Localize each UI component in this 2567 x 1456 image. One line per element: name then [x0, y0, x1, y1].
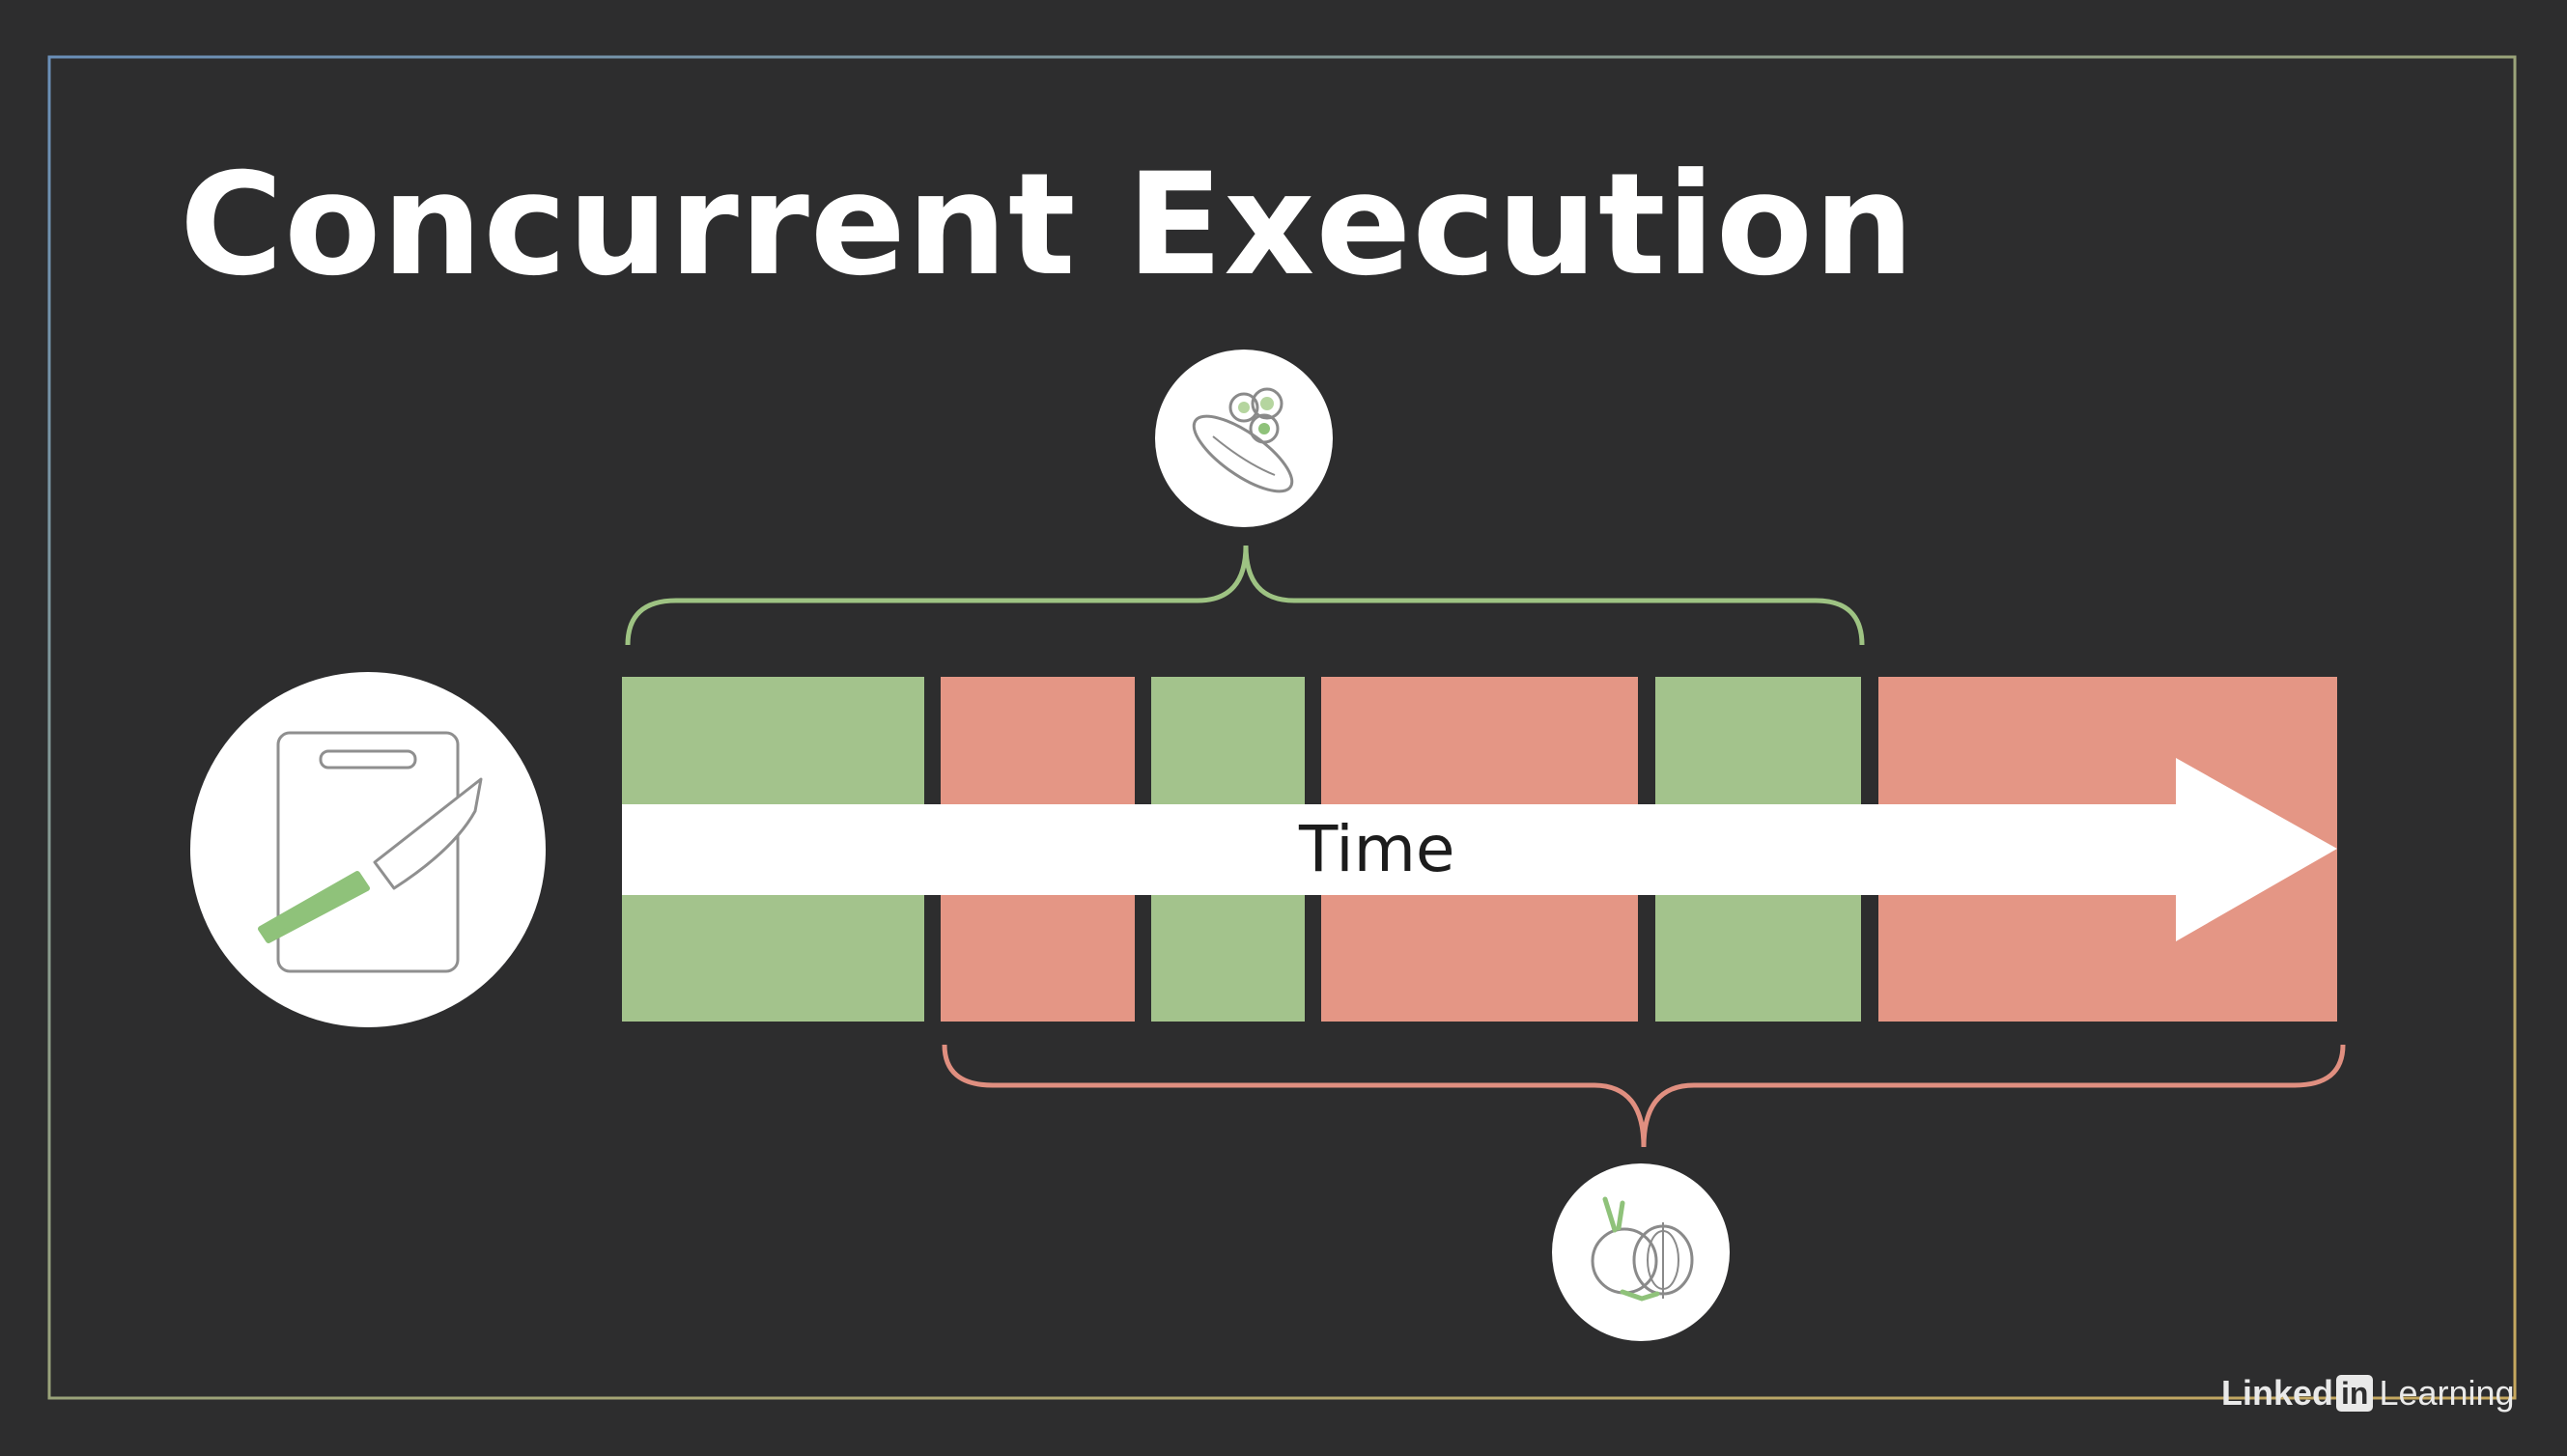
brand-part2: Learning [2379, 1373, 2515, 1413]
time-label: Time [1299, 812, 1455, 886]
brand-part1: Linked [2221, 1373, 2334, 1413]
cutting-board-knife-icon [190, 672, 546, 1027]
slide-title: Concurrent Execution [180, 143, 1915, 307]
cucumber-icon [1155, 350, 1333, 527]
time-arrow [622, 758, 2337, 941]
onion-brace [942, 1044, 2346, 1148]
onion-icon [1552, 1163, 1730, 1341]
brand-badge: in [2336, 1375, 2374, 1412]
cucumber-brace [625, 545, 1865, 646]
slide-frame [47, 55, 2517, 1400]
linkedin-learning-logo: Linked in Learning [2221, 1373, 2515, 1414]
